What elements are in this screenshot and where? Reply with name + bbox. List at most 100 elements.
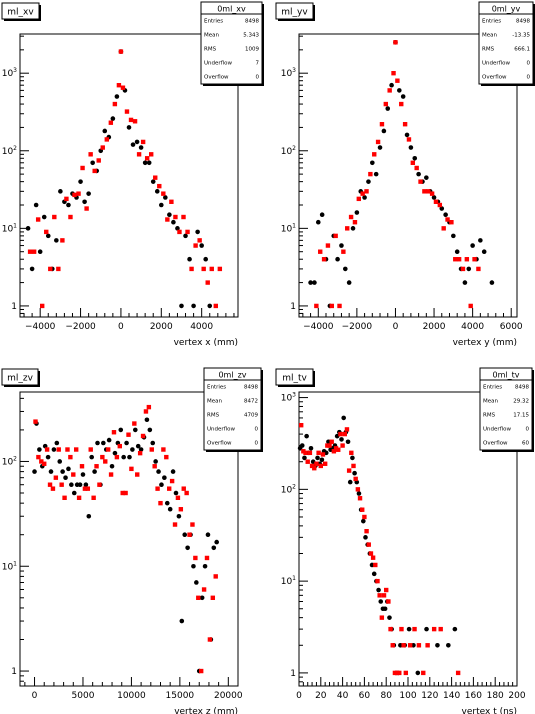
data-point-black [378,599,384,604]
data-point-black [312,280,317,285]
x-tick-label: 4000 [190,322,213,332]
data-point-black [86,513,92,519]
data-point-red [460,266,466,272]
data-point-red [111,430,117,435]
data-point-red [402,122,408,127]
data-point-red [76,191,81,196]
stats-label: RMS [482,47,495,53]
stats-label: Overflow [204,75,229,81]
data-point-red [117,443,122,449]
data-point-red [364,189,369,194]
data-point-red [390,643,395,648]
data-point-black [347,479,353,485]
x-tick-label: 0 [118,322,124,332]
data-point-black [343,266,348,272]
data-point-red [399,626,404,632]
data-point-red [329,303,334,309]
data-point-black [308,446,314,451]
data-point-red [53,475,59,480]
data-point-red [217,266,223,272]
data-point-black [346,280,352,285]
data-point-red [384,587,389,593]
data-point-red [210,595,216,600]
data-point-black [452,626,458,632]
chart-title: ml_xv [7,8,34,18]
data-point-black [41,214,47,220]
data-point-red [375,139,381,145]
data-point-black [446,642,451,648]
x-tick-label: 4000 [461,322,484,332]
title-box [275,2,314,20]
data-point-red [455,670,461,676]
data-point-red [155,486,160,491]
data-point-red [71,472,76,477]
data-point-red [464,257,470,262]
data-point-red [421,670,426,676]
data-point-black [58,189,63,194]
data-point-black [205,532,211,538]
data-point-black [194,580,199,585]
data-point-black [439,206,445,211]
y-tick-label: 1 [11,302,17,312]
stats-label: Mean [207,399,222,405]
stats-value: 8498 [244,385,258,391]
chart-title: ml_tv [282,374,307,384]
data-point-red [135,472,140,477]
data-point-red [201,587,207,592]
data-point-black [191,303,196,309]
data-point-red [441,226,446,231]
data-point-black [431,195,437,200]
data-point-black [382,606,388,612]
data-point-red [403,670,409,676]
data-point-black [57,459,63,464]
y-tick-label: 101 [2,560,17,572]
stats-box [479,367,533,451]
data-point-black [90,160,95,166]
data-point-black [179,303,184,309]
stats-label: RMS [207,413,220,419]
x-tick-label: 0 [296,691,302,701]
data-point-black [389,82,394,88]
data-point-red [387,88,392,93]
data-point-red [438,626,443,632]
data-point-red [132,119,138,124]
data-point-red [416,643,422,648]
y-tick-exponent: 1 [13,560,17,567]
y-tick-label: 102 [281,483,296,495]
data-point-black [37,249,43,255]
data-point-red [393,40,398,45]
y-tick-label: 102 [2,145,17,157]
data-point-red [456,257,462,262]
data-point-black [142,160,148,166]
data-point-red [356,196,362,202]
stats-box [203,367,262,451]
data-point-black [361,518,366,524]
y-tick-label: 103 [2,67,17,79]
data-point-black [412,155,418,161]
data-point-black [199,595,205,601]
stats-label: Entries [483,385,502,391]
data-point-red [144,156,150,161]
data-point-red [60,238,65,243]
data-point-red [120,85,126,90]
data-point-red [181,486,186,491]
x-tick-label: 200 [508,691,525,701]
y-tick-exponent: 2 [13,455,17,462]
data-point-black [86,191,91,196]
data-point-black [341,415,346,421]
data-point-black [42,443,48,449]
data-point-red [167,486,172,491]
data-point-red [178,507,184,512]
data-point-red [312,465,317,471]
data-point-red [169,199,174,204]
data-point-black [69,482,74,488]
data-point-black [350,226,356,231]
data-point-red [108,472,114,477]
stats-label: Entries [204,19,223,25]
data-point-black [126,125,132,130]
data-point-red [185,229,190,235]
data-point-black [299,443,305,448]
data-point-red [64,196,69,202]
y-tick-label: 102 [281,145,296,157]
data-point-red [298,422,304,428]
